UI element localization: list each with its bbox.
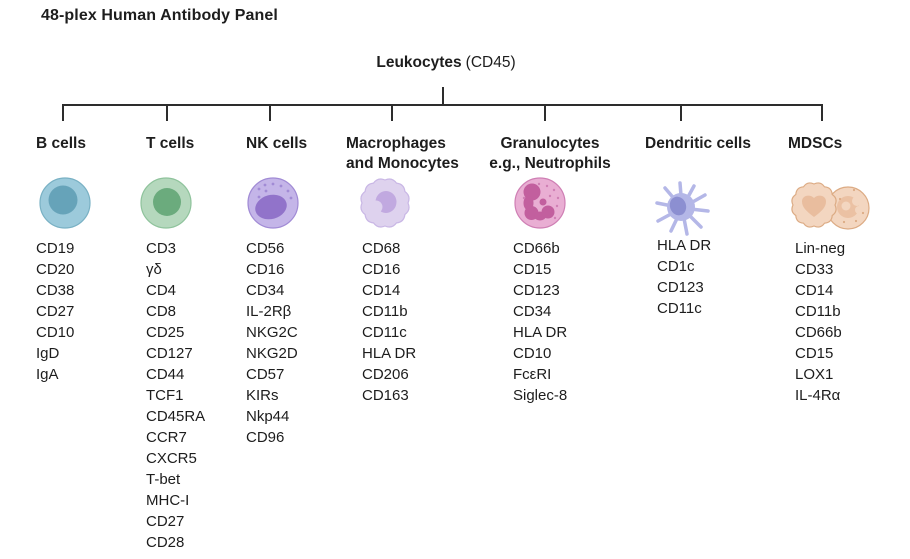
column-macrophages-monocytes: Macrophages and Monocytes CD68 CD16 CD14 CD… [346, 134, 459, 406]
marker-list: CD19 CD20 CD38 CD27 CD10 IgD IgA [36, 238, 91, 385]
marker-item: CD66b [513, 240, 560, 257]
marker-item: CD3 [146, 240, 177, 257]
column-header: T cells [146, 135, 195, 152]
nk-cell-icon [247, 177, 299, 229]
marker-item: LOX1 [795, 366, 834, 383]
column-granulocytes: Granulocytes e.g., Neutrophils [486, 134, 614, 406]
marker-item: CD127 [146, 345, 193, 362]
column-header: Granulocytes e.g., Neutrophils [489, 135, 611, 172]
column-mdscs: MDSCs Lin-neg CD33 CD14 CD11b CD66b CD15 LOX1 I… [788, 134, 872, 406]
marker-item: CD28 [146, 534, 185, 551]
marker-item: CD16 [246, 261, 285, 278]
marker-item: IgA [36, 366, 59, 383]
root-node-marker: (CD45) [465, 54, 516, 71]
marker-item: CD10 [513, 345, 552, 362]
marker-item: HLA DR [362, 345, 417, 362]
marker-item: CD57 [246, 366, 285, 383]
marker-list: CD68 CD16 CD14 CD11b CD11c HLA DR CD206 CD163 [362, 238, 459, 406]
root-node-leukocytes: Leukocytes (CD45) [376, 54, 515, 72]
t-cell-icon [140, 177, 192, 229]
marker-item: CD27 [36, 303, 75, 320]
marker-item: NKG2C [246, 324, 298, 341]
marker-item: T-bet [146, 471, 181, 488]
column-header: Dendritic cells [645, 135, 751, 152]
marker-item: Siglec-8 [513, 387, 568, 404]
macrophage-icon [360, 178, 410, 228]
marker-item: CD20 [36, 261, 75, 278]
marker-item: CD27 [146, 513, 185, 530]
marker-item: CD56 [246, 240, 285, 257]
marker-item: CD34 [513, 303, 552, 320]
marker-item: Nkp44 [246, 408, 290, 425]
marker-list: CD3 γδ CD4 CD8 CD25 CD127 CD44 TCF1 CD45RA CCR7 CX… [146, 238, 205, 553]
marker-item: CD19 [36, 240, 75, 257]
column-header: NK cells [246, 135, 308, 152]
marker-item: CD66b [795, 324, 842, 341]
marker-item: CXCR5 [146, 450, 197, 467]
marker-item: CD33 [795, 261, 834, 278]
marker-item: CD11b [795, 303, 841, 320]
column-header: Macrophages and Monocytes [346, 135, 459, 172]
marker-item: CD123 [657, 279, 704, 296]
granulocyte-icon [514, 177, 566, 229]
dendritic-cell-icon [655, 181, 710, 236]
marker-item: CD123 [513, 282, 560, 299]
marker-item: HLA DR [513, 324, 568, 341]
marker-item: CD14 [362, 282, 401, 299]
marker-item: CD45RA [146, 408, 206, 425]
marker-item: IL-4Rα [795, 387, 841, 404]
marker-list: Lin-neg CD33 CD14 CD11b CD66b CD15 LOX1 IL-4Rα [795, 238, 872, 406]
column-dendritic-cells: Dendritic cells HLA DR CD1c CD123 CD11c [645, 134, 751, 319]
marker-item: CD8 [146, 303, 177, 320]
marker-list: HLA DR CD1c CD123 CD11c [657, 235, 751, 319]
mdsc-icon [791, 182, 870, 230]
marker-item: CD4 [146, 282, 177, 299]
marker-item: KIRs [246, 387, 279, 404]
column-header: MDSCs [788, 135, 843, 152]
marker-item: CD15 [795, 345, 834, 362]
marker-item: CD206 [362, 366, 409, 383]
marker-item: CD68 [362, 240, 401, 257]
marker-item: γδ [146, 261, 162, 278]
marker-item: CD10 [36, 324, 75, 341]
marker-item: CD38 [36, 282, 75, 299]
marker-item: CD25 [146, 324, 185, 341]
marker-item: IL-2Rβ [246, 303, 292, 320]
marker-item: HLA DR [657, 237, 712, 254]
page-title: 48-plex Human Antibody Panel [41, 7, 278, 24]
column-t-cells: T cells CD3 γδ CD4 CD8 CD25 CD127 CD44 TCF1 CD45… [140, 134, 205, 553]
marker-item: CD96 [246, 429, 285, 446]
marker-item: CD16 [362, 261, 401, 278]
marker-item: FcεRI [513, 366, 552, 383]
marker-item: CD11b [362, 303, 408, 320]
column-nk-cells: NK cells CD56 CD16 CD34 IL-2Rβ NKG2C NKG2D CD5… [246, 134, 307, 448]
root-node-name: Leukocytes [376, 54, 462, 71]
marker-list: CD66b CD15 CD123 CD34 HLA DR CD10 FcεRI Siglec-… [513, 238, 614, 406]
marker-item: CCR7 [146, 429, 187, 446]
b-cell-icon [39, 177, 91, 229]
marker-list: CD56 CD16 CD34 IL-2Rβ NKG2C NKG2D CD57 KIRs Nkp4… [246, 238, 307, 448]
marker-item: CD11c [362, 324, 407, 341]
marker-item: CD11c [657, 300, 702, 317]
marker-item: CD34 [246, 282, 285, 299]
marker-item: TCF1 [146, 387, 184, 404]
marker-item: Lin-neg [795, 240, 846, 257]
marker-item: IgD [36, 345, 60, 362]
marker-item: CD163 [362, 387, 409, 404]
marker-item: NKG2D [246, 345, 298, 362]
marker-item: CD14 [795, 282, 834, 299]
marker-item: MHC-I [146, 492, 190, 509]
marker-item: CD1c [657, 258, 695, 275]
column-b-cells: B cells CD19 CD20 CD38 CD27 CD10 IgD IgA [36, 134, 91, 385]
column-header: B cells [36, 135, 86, 152]
marker-item: CD15 [513, 261, 552, 278]
marker-item: CD44 [146, 366, 185, 383]
